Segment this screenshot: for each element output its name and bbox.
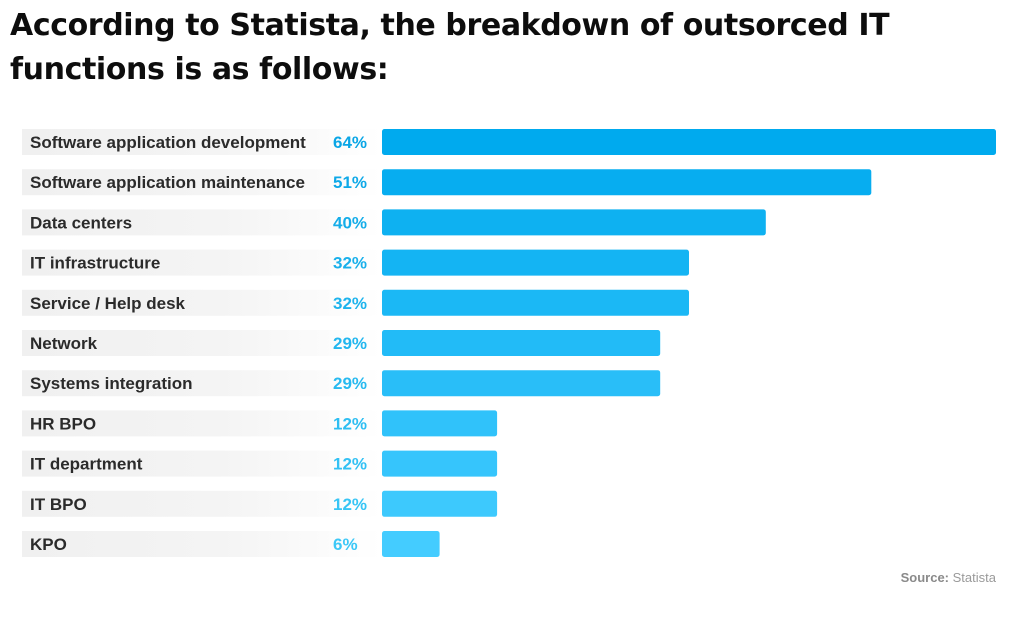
value-label: 51% <box>333 173 367 192</box>
category-label: Network <box>30 334 98 353</box>
value-label: 29% <box>333 334 367 353</box>
bar <box>382 129 996 155</box>
chart-title: According to Statista, the breakdown of … <box>10 8 890 87</box>
category-label: IT BPO <box>30 495 87 514</box>
value-label: 40% <box>333 213 367 232</box>
row-band <box>22 249 382 276</box>
bar <box>382 289 689 316</box>
source-note: Source: Statista <box>901 570 996 585</box>
category-label: IT department <box>30 455 143 474</box>
bar <box>382 330 661 356</box>
row-band <box>22 129 382 155</box>
category-label: Service / Help desk <box>30 294 186 313</box>
bar <box>382 169 872 196</box>
row-band <box>22 289 382 316</box>
value-label: 12% <box>333 455 367 474</box>
value-label: 64% <box>333 133 367 152</box>
bar <box>382 450 498 477</box>
bar <box>382 370 661 397</box>
row-band <box>22 410 382 437</box>
category-label: IT infrastructure <box>30 254 160 273</box>
value-label: 12% <box>333 495 367 514</box>
bar-chart: Software application development 64% Softw… <box>22 129 996 557</box>
row-band <box>22 531 382 557</box>
category-label: KPO <box>30 535 67 554</box>
row-band <box>22 450 382 477</box>
category-label: Data centers <box>30 213 132 232</box>
row-band <box>22 209 382 236</box>
value-label: 32% <box>333 294 367 313</box>
value-label: 6% <box>333 535 358 554</box>
row-band <box>22 330 382 356</box>
source-prefix: Source: <box>900 570 950 585</box>
bar <box>382 490 498 517</box>
category-label: Software application development <box>30 133 306 152</box>
row-band <box>22 490 382 517</box>
value-label: 29% <box>333 374 367 393</box>
category-label: Software application maintenance <box>30 173 305 192</box>
bar <box>382 249 689 276</box>
category-label: HR BPO <box>30 414 96 433</box>
value-label: 12% <box>333 414 367 433</box>
value-label: 32% <box>333 254 367 273</box>
source-name: Statista <box>952 570 996 585</box>
row-band <box>22 370 382 397</box>
row-band <box>22 169 382 196</box>
bar <box>382 209 766 236</box>
bar <box>382 531 440 557</box>
category-label: Systems integration <box>30 374 193 393</box>
bar <box>382 410 498 437</box>
